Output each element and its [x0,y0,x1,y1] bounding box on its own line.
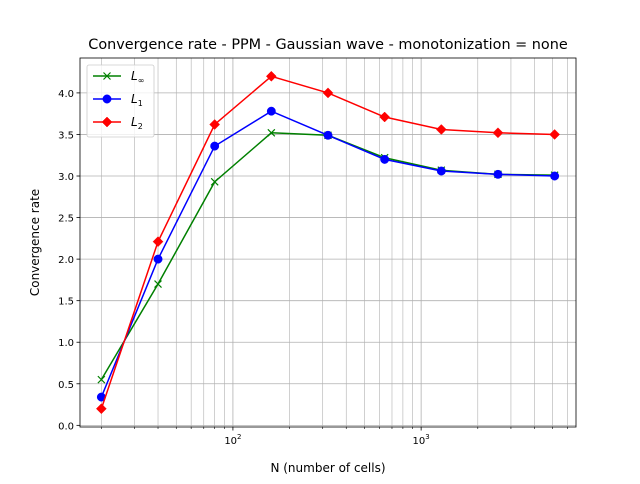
data-point [209,119,221,130]
legend-marker [101,116,113,128]
data-point [154,280,162,288]
chart-title: Convergence rate - PPM - Gaussian wave -… [88,37,568,53]
data-point [266,106,276,116]
data-point [380,154,390,164]
y-tick-label: 0.0 [58,421,74,432]
legend-box [86,64,155,138]
data-point [97,375,106,384]
legend-entry: L1 [93,92,143,108]
y-tick-label: 3.0 [58,172,74,183]
grid [80,58,576,427]
data-point [435,124,447,135]
data-point [210,177,219,186]
data-point [379,111,391,123]
y-tick-label: 1.5 [58,297,74,308]
data-point [153,254,163,264]
data-point [210,141,220,151]
y-tick-label: 1.0 [58,338,74,349]
data-point [152,236,164,248]
legend-label: L2 [131,115,143,131]
data-point [267,128,276,137]
y-axis-label: Convergence rate [28,189,42,296]
y-tick-label: 2.0 [58,255,74,266]
y-tick-label: 4.0 [58,89,74,100]
legend-marker [103,72,111,80]
x-axis-label: N (number of cells) [270,461,385,475]
legend-entry: L2 [93,115,143,131]
legend-label: L1 [131,92,143,108]
data-point [323,130,333,140]
data-point [96,403,107,415]
y-tick-label: 0.5 [58,380,74,391]
y-tick-label: 3.5 [58,130,74,141]
data-point [265,70,277,82]
legend-marker [102,94,112,104]
data-point [322,87,334,99]
data-point [550,171,560,181]
series-1 [96,106,560,402]
y-tick-label: 2.5 [58,214,74,225]
data-point [492,127,504,139]
series-2 [96,70,560,415]
data-point [493,169,503,179]
plot-frame [79,57,577,428]
series-layer [96,70,560,415]
data-point [436,166,446,176]
data-point [549,129,560,140]
